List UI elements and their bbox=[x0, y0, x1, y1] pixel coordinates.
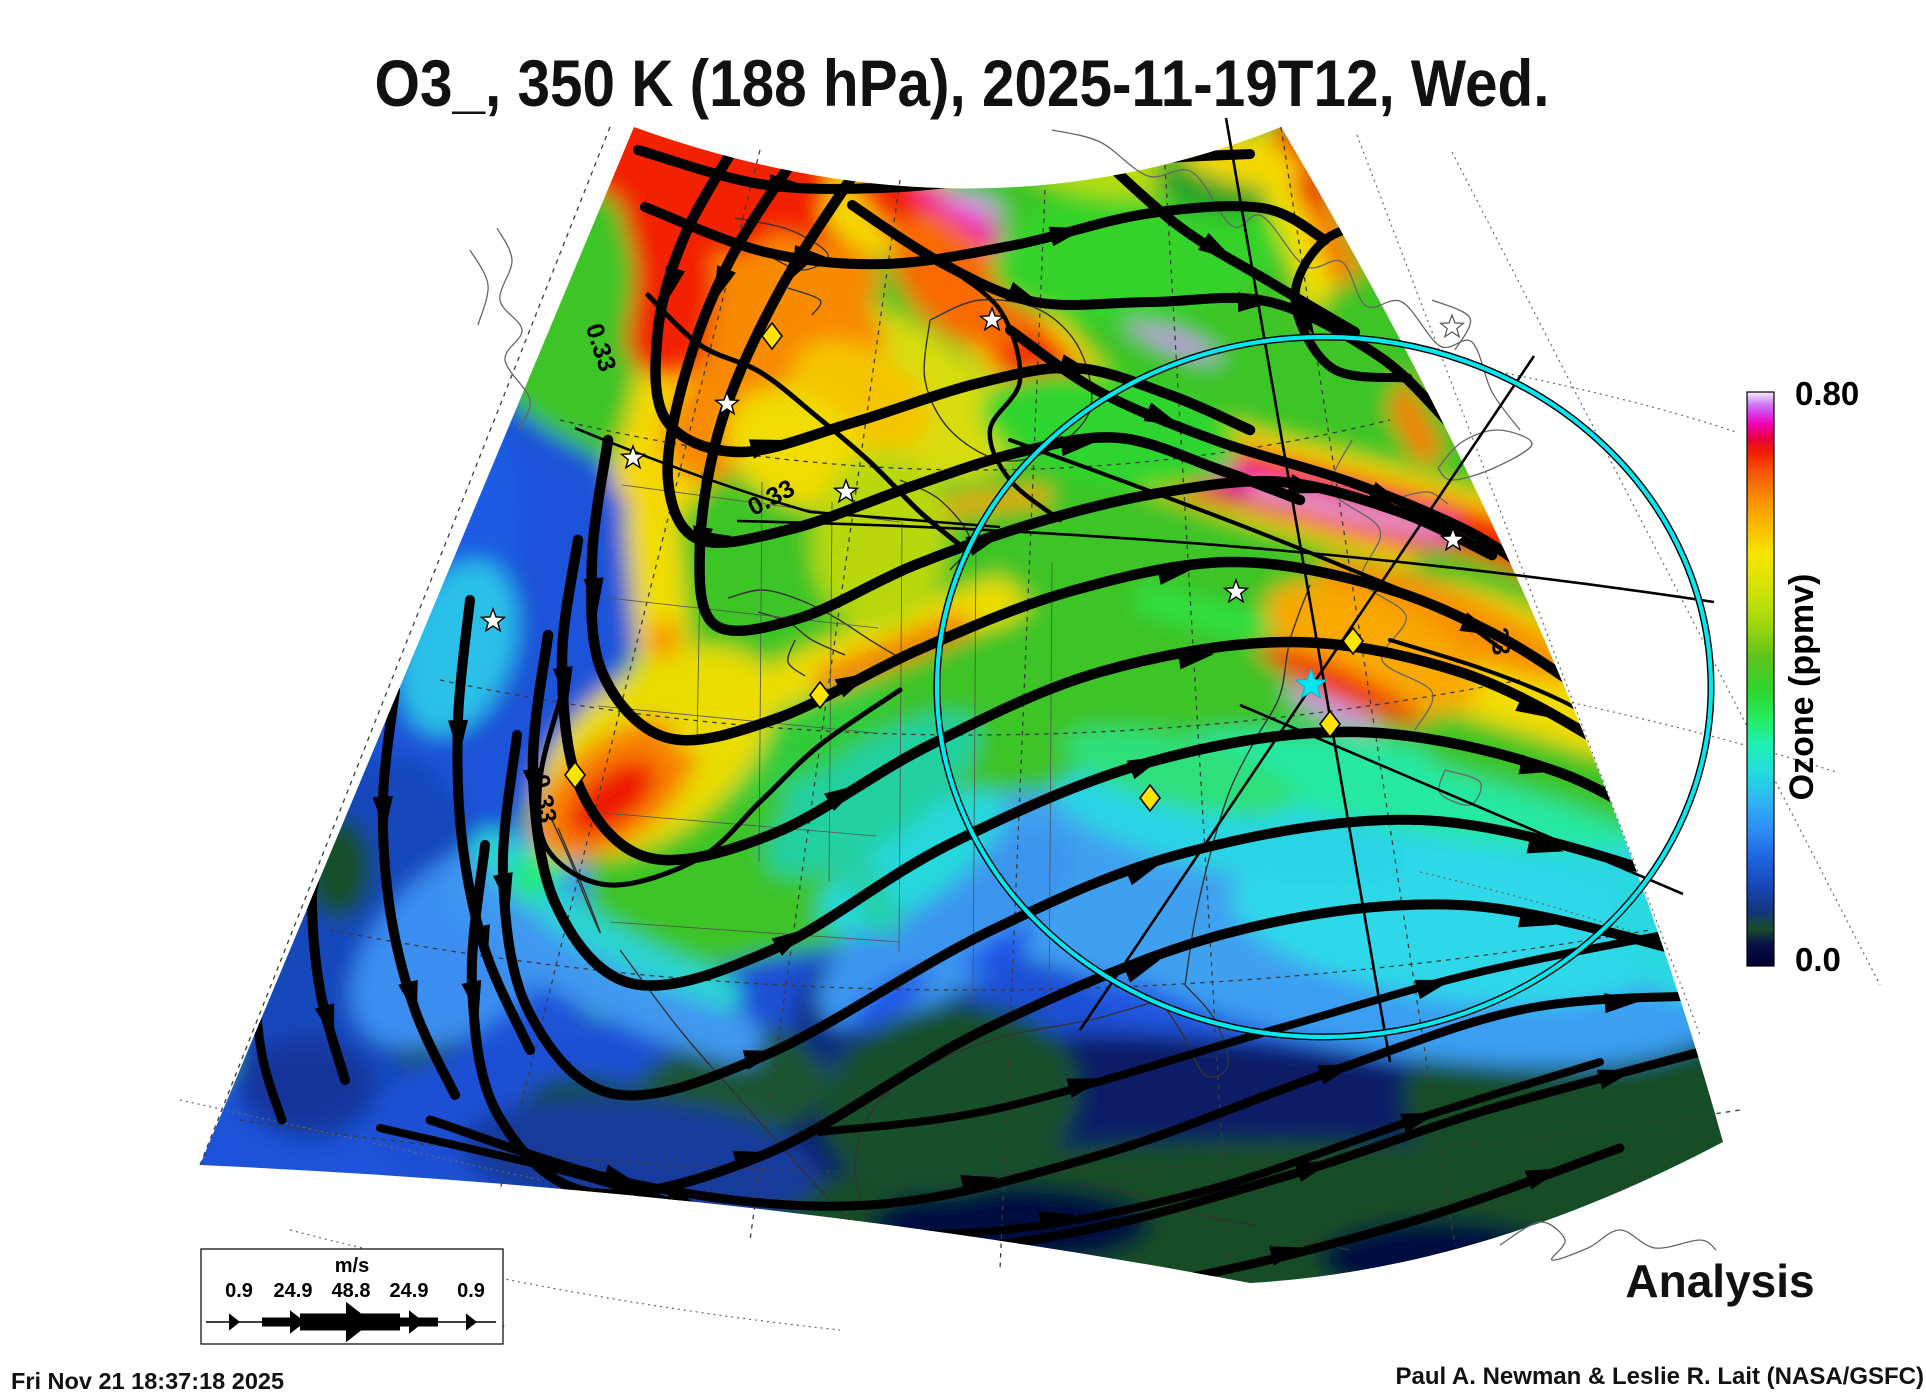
svg-text:m/s: m/s bbox=[335, 1255, 369, 1277]
svg-text:Fri Nov 21 18:37:18 2025: Fri Nov 21 18:37:18 2025 bbox=[11, 1368, 284, 1394]
svg-text:0.0: 0.0 bbox=[1795, 941, 1841, 978]
svg-text:Ozone (ppmv): Ozone (ppmv) bbox=[1783, 574, 1821, 801]
svg-text:48.8: 48.8 bbox=[332, 1280, 371, 1302]
svg-text:0.9: 0.9 bbox=[457, 1280, 485, 1302]
svg-text:24.9: 24.9 bbox=[274, 1280, 313, 1302]
svg-text:24.9: 24.9 bbox=[390, 1280, 429, 1302]
svg-text:0.9: 0.9 bbox=[225, 1280, 253, 1302]
svg-text:0.80: 0.80 bbox=[1795, 375, 1859, 412]
svg-text:Analysis: Analysis bbox=[1625, 1255, 1814, 1307]
svg-text:Paul A. Newman & Leslie R. Lai: Paul A. Newman & Leslie R. Lait (NASA/GS… bbox=[1395, 1363, 1924, 1390]
svg-text:O3_, 350 K (188 hPa), 2025-11-: O3_, 350 K (188 hPa), 2025-11-19T12, Wed… bbox=[375, 46, 1550, 120]
